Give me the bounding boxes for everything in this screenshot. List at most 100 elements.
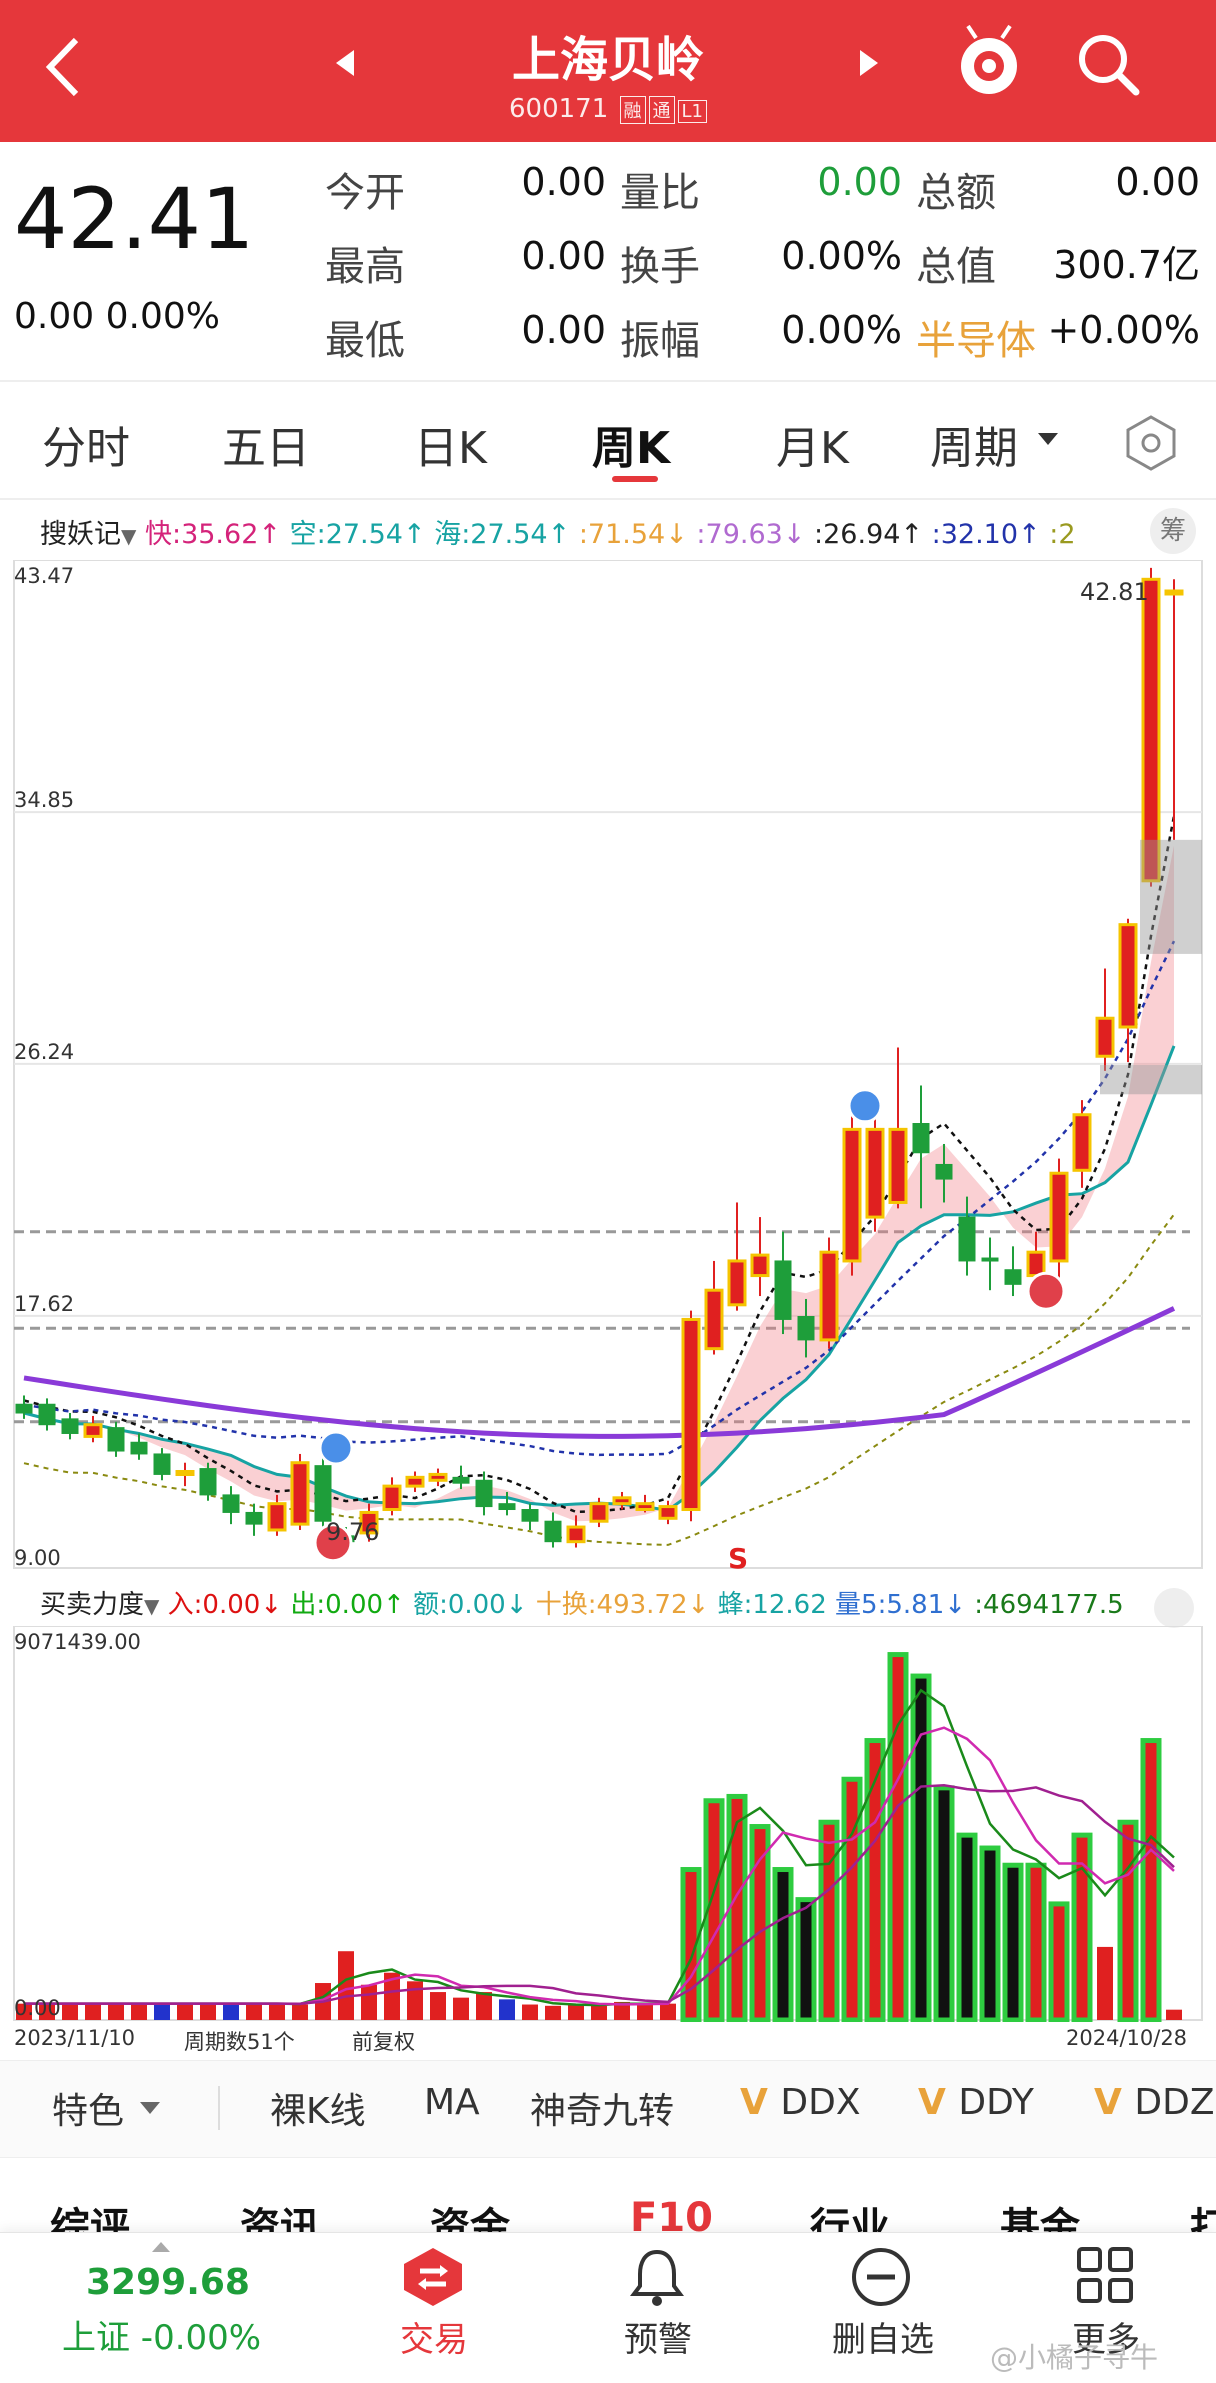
candle-body [153, 1453, 171, 1475]
subtab-ddz-label: DDZ [1134, 2082, 1215, 2123]
prev-stock-icon[interactable] [332, 46, 358, 80]
ma-teal-line [23, 1045, 1176, 1512]
subtab-nine-turn[interactable]: 神奇九转 [530, 2091, 675, 2132]
stock-name: 上海贝岭 [511, 32, 704, 88]
volume-bar [39, 2003, 55, 2020]
period-count: 周期数51个 [184, 2030, 295, 2054]
grid-more-icon[interactable] [1074, 2244, 1136, 2306]
candle-body [935, 1163, 953, 1180]
ma-black-dotted [23, 815, 1176, 1514]
legend-item-8: :2 [1049, 519, 1076, 550]
candle-body [681, 1317, 701, 1512]
index-value[interactable]: 3299.68 [86, 2262, 250, 2303]
tab-five-day[interactable]: 五日 [222, 423, 310, 474]
legend-item-4: :71.54↓ [578, 519, 688, 550]
turnover-value: 0.00% [781, 234, 902, 278]
price-axis-2: 34.85 [14, 788, 75, 812]
subtab-feature[interactable]: 特色 [52, 2091, 125, 2132]
sector-link[interactable]: 半导体 [916, 318, 1036, 364]
volume-bar [85, 2003, 101, 2020]
high-value: 0.00 [521, 234, 606, 278]
top-bar: 上海贝岭 600171 融通 L1 [0, 0, 1216, 142]
candle-body [222, 1494, 240, 1513]
candle-body [290, 1461, 310, 1526]
tab-intraday[interactable]: 分时 [42, 423, 130, 474]
volume-bar [1071, 1832, 1093, 2022]
nav-remove-watchlist[interactable]: 删自选 [832, 2320, 934, 2360]
bottom-bar [0, 2232, 1216, 2383]
chevron-down-icon[interactable] [138, 2100, 162, 2116]
indicator-name[interactable]: 搜妖记 [40, 519, 121, 550]
tab-monthly-k[interactable]: 月K [776, 423, 849, 474]
volume-bar [910, 1673, 932, 2022]
legend-sea: 海:27.54↑ [434, 519, 571, 550]
open-label: 今开 [325, 170, 405, 216]
volume-bar [453, 1997, 469, 2020]
candle-body [38, 1403, 56, 1426]
candle-body [865, 1127, 885, 1219]
volume-bar [62, 2003, 78, 2020]
nav-alert[interactable]: 预警 [624, 2320, 692, 2360]
volume-bar [818, 1819, 840, 2022]
volume-chart[interactable] [0, 1626, 1216, 2022]
volume-bar [1097, 1946, 1113, 2020]
legend-fast: 快:35.62↑ [144, 519, 281, 550]
tab-period-menu[interactable]: 周期 [930, 423, 1018, 474]
turnover-label: 换手 [620, 244, 700, 290]
chevron-down-icon[interactable] [1036, 430, 1060, 448]
candle-body [245, 1511, 263, 1525]
subtab-ddz[interactable]: V DDZ [1094, 2082, 1215, 2123]
legend-vol-value: :4694177.5 [974, 1590, 1124, 1620]
adjust-mode[interactable]: 前复权 [352, 2030, 415, 2054]
legend-vol5: 量5:5.81↓ [835, 1590, 967, 1620]
legend-turnover: 十换:493.72↓ [535, 1590, 710, 1620]
subtab-ddy[interactable]: V DDY [918, 2082, 1034, 2123]
indicator-legend[interactable]: 搜妖记▼ 快:35.62↑ 空:27.54↑ 海:27.54↑ :71.54↓ … [40, 519, 1076, 550]
index-label[interactable]: 上证 -0.00% [62, 2318, 262, 2358]
volume-bar [108, 2003, 124, 2020]
high-label: 最高 [325, 244, 405, 290]
tab-weekly-k[interactable]: 周K [592, 423, 671, 474]
candle-body [83, 1423, 103, 1438]
ma-olive-dotted [23, 1213, 1175, 1546]
price-chart[interactable] [0, 560, 1216, 1570]
candle-body [704, 1288, 724, 1351]
subtab-bare-k[interactable]: 裸K线 [270, 2091, 366, 2132]
subtab-ddx[interactable]: V DDX [740, 2082, 861, 2123]
search-icon[interactable] [1074, 30, 1144, 100]
volume-indicator-name[interactable]: 买卖力度 [40, 1590, 145, 1620]
volume-bar [269, 2003, 285, 2020]
trade-icon[interactable] [398, 2244, 468, 2310]
tab-daily-k[interactable]: 日K [414, 423, 487, 474]
volume-bar [292, 2004, 308, 2020]
candle-body [1164, 589, 1184, 596]
back-icon[interactable] [40, 34, 84, 100]
mascot-icon[interactable] [954, 22, 1024, 102]
candle-body [428, 1472, 448, 1482]
volume-legend[interactable]: 买卖力度▼ 入:0.00↓ 出:0.00↑ 额:0.00↓ 十换:493.72↓… [40, 1590, 1124, 1620]
volume-bar [246, 2003, 262, 2020]
remove-watchlist-icon[interactable] [848, 2244, 914, 2310]
volume-bar [841, 1776, 863, 2022]
nav-more[interactable]: 更多 [1072, 2320, 1140, 2360]
volume-ma-green [24, 1688, 1175, 2007]
candle-body [797, 1316, 815, 1341]
chip-distribution-button[interactable]: 筹 [1150, 508, 1196, 554]
subtab-ma[interactable]: MA [424, 2082, 480, 2123]
volume-bar [726, 1793, 748, 2022]
settings-hexagon-icon[interactable] [1122, 414, 1180, 472]
start-date: 2023/11/10 [14, 2026, 136, 2050]
candle-body [912, 1123, 930, 1154]
volume-bar [772, 1867, 794, 2022]
nav-trade[interactable]: 交易 [400, 2320, 468, 2360]
caret-up-icon [152, 2242, 170, 2252]
volume-bar [476, 1992, 492, 2020]
market-cap-value: 300.7亿 [1053, 243, 1200, 287]
volume-bar [591, 2005, 607, 2020]
bell-icon[interactable] [624, 2244, 690, 2310]
volume-bar [177, 2003, 193, 2020]
volume-bar [979, 1845, 1001, 2022]
volume-bar [1048, 1901, 1070, 2022]
next-stock-icon[interactable] [856, 46, 882, 80]
volume-settings-button[interactable] [1154, 1588, 1194, 1628]
